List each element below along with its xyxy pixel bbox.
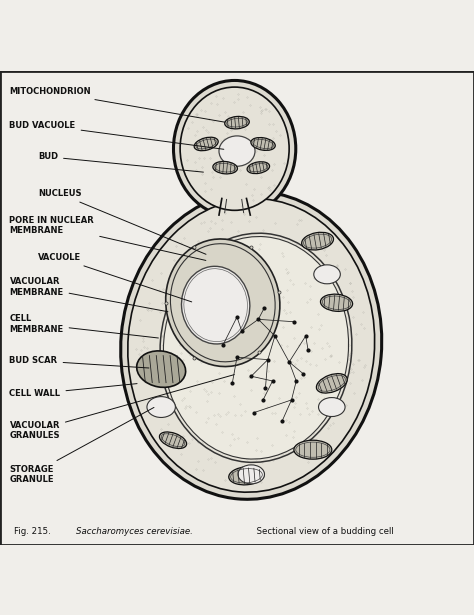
- Ellipse shape: [137, 351, 186, 387]
- Ellipse shape: [147, 397, 175, 418]
- Ellipse shape: [238, 465, 264, 484]
- Ellipse shape: [164, 237, 348, 459]
- Text: VACUOLAR
GRANULES: VACUOLAR GRANULES: [9, 375, 234, 440]
- Ellipse shape: [247, 162, 270, 173]
- Ellipse shape: [294, 440, 332, 459]
- Text: Sectional view of a budding cell: Sectional view of a budding cell: [251, 526, 394, 536]
- FancyBboxPatch shape: [0, 71, 474, 544]
- Text: BUD SCAR: BUD SCAR: [9, 356, 149, 368]
- Text: BUD VACUOLE: BUD VACUOLE: [9, 121, 224, 149]
- Ellipse shape: [182, 266, 250, 344]
- Text: BUD: BUD: [38, 153, 203, 172]
- Ellipse shape: [320, 294, 353, 311]
- Ellipse shape: [251, 138, 275, 151]
- Text: Fig. 215.: Fig. 215.: [14, 526, 51, 536]
- Ellipse shape: [121, 191, 382, 499]
- Ellipse shape: [316, 373, 347, 393]
- Text: STORAGE
GRANULE: STORAGE GRANULE: [9, 407, 154, 484]
- Ellipse shape: [180, 87, 289, 210]
- Ellipse shape: [229, 467, 264, 485]
- Ellipse shape: [194, 137, 218, 151]
- Ellipse shape: [225, 116, 249, 129]
- Text: VACUOLAR
MEMBRANE: VACUOLAR MEMBRANE: [9, 277, 168, 312]
- Ellipse shape: [213, 162, 237, 174]
- Text: VACUOLE: VACUOLE: [38, 253, 191, 302]
- Text: PORE IN NUCLEAR
MEMBRANE: PORE IN NUCLEAR MEMBRANE: [9, 216, 206, 260]
- Ellipse shape: [319, 397, 345, 416]
- Ellipse shape: [173, 81, 296, 217]
- Ellipse shape: [314, 265, 340, 284]
- Text: Saccharomyces cerevisiae.: Saccharomyces cerevisiae.: [76, 526, 193, 536]
- Ellipse shape: [166, 239, 280, 367]
- Ellipse shape: [159, 432, 187, 448]
- Ellipse shape: [219, 136, 255, 166]
- Text: MITOCHONDRION: MITOCHONDRION: [9, 87, 225, 122]
- Ellipse shape: [222, 189, 245, 208]
- Ellipse shape: [301, 232, 334, 250]
- Ellipse shape: [171, 244, 275, 362]
- Text: NUCLEUS: NUCLEUS: [38, 189, 206, 254]
- Ellipse shape: [128, 199, 374, 492]
- Text: CELL
MEMBRANE: CELL MEMBRANE: [9, 314, 158, 338]
- Text: CELL WALL: CELL WALL: [9, 384, 137, 399]
